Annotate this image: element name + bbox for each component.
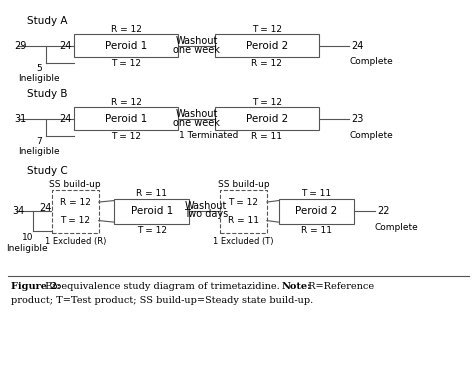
Text: 29: 29: [14, 41, 27, 51]
Text: R = 12: R = 12: [111, 98, 142, 107]
Text: Washout: Washout: [175, 109, 218, 119]
Text: product; T=Test product; SS build-up=Steady state build-up.: product; T=Test product; SS build-up=Ste…: [11, 296, 313, 305]
FancyBboxPatch shape: [215, 107, 319, 130]
Text: R = 11: R = 11: [251, 132, 283, 141]
Text: Peroid 2: Peroid 2: [246, 41, 288, 51]
FancyBboxPatch shape: [52, 190, 99, 233]
Text: T = 12: T = 12: [111, 132, 141, 141]
Text: T = 12: T = 12: [137, 225, 167, 234]
Text: 5
Ineligible: 5 Ineligible: [18, 64, 60, 83]
Text: R = 11: R = 11: [136, 189, 167, 198]
Text: R = 12: R = 12: [251, 59, 282, 68]
FancyBboxPatch shape: [220, 190, 267, 233]
Text: 24: 24: [59, 114, 72, 124]
Text: T = 12: T = 12: [60, 216, 90, 225]
Text: 24: 24: [39, 203, 52, 213]
FancyBboxPatch shape: [215, 34, 319, 57]
Text: 34: 34: [12, 206, 25, 217]
Text: Study A: Study A: [27, 16, 68, 26]
Text: T = 12: T = 12: [252, 24, 282, 34]
Text: Bioequivalence study diagram of trimetazidine.: Bioequivalence study diagram of trimetaz…: [42, 282, 283, 291]
Text: Two days: Two days: [184, 210, 228, 220]
FancyBboxPatch shape: [114, 199, 190, 224]
Text: 24: 24: [59, 41, 72, 51]
Text: SS build-up: SS build-up: [49, 180, 101, 189]
Text: Complete: Complete: [375, 223, 418, 232]
FancyBboxPatch shape: [74, 34, 178, 57]
Text: Study B: Study B: [27, 89, 68, 99]
Text: Study C: Study C: [27, 166, 68, 176]
Text: 31: 31: [14, 114, 27, 124]
Text: Figure 2:: Figure 2:: [11, 282, 60, 291]
Text: T = 12: T = 12: [252, 98, 282, 107]
Text: one week: one week: [173, 45, 220, 55]
Text: Peroid 1: Peroid 1: [105, 114, 147, 124]
Text: 7
Ineligible: 7 Ineligible: [18, 137, 60, 156]
Text: Note:: Note:: [282, 282, 312, 291]
FancyBboxPatch shape: [279, 199, 354, 224]
Text: Washout: Washout: [185, 201, 227, 211]
Text: R = 12: R = 12: [60, 197, 91, 206]
FancyBboxPatch shape: [74, 107, 178, 130]
Text: Peroid 1: Peroid 1: [105, 41, 147, 51]
Text: R = 12: R = 12: [111, 24, 142, 34]
Text: 24: 24: [352, 41, 364, 51]
Text: T = 11: T = 11: [301, 189, 331, 198]
Text: Washout: Washout: [175, 36, 218, 46]
Text: T = 12: T = 12: [228, 197, 258, 206]
Text: Peroid 2: Peroid 2: [246, 114, 288, 124]
Text: R = 11: R = 11: [301, 225, 332, 234]
Text: 1 Terminated: 1 Terminated: [179, 130, 238, 140]
Text: 23: 23: [352, 114, 364, 124]
Text: Peroid 1: Peroid 1: [131, 206, 173, 217]
Text: 10
Ineligible: 10 Ineligible: [7, 233, 48, 253]
Text: one week: one week: [173, 118, 220, 128]
Text: R = 11: R = 11: [228, 216, 259, 225]
Text: Complete: Complete: [349, 57, 393, 66]
Text: SS build-up: SS build-up: [218, 180, 269, 189]
Text: T = 12: T = 12: [111, 59, 141, 68]
Text: 1 Excluded (R): 1 Excluded (R): [45, 237, 106, 246]
Text: R=Reference: R=Reference: [305, 282, 375, 291]
Text: 1 Excluded (T): 1 Excluded (T): [213, 237, 274, 246]
Text: Complete: Complete: [349, 130, 393, 140]
Text: Peroid 2: Peroid 2: [295, 206, 337, 217]
Text: 22: 22: [377, 206, 390, 217]
